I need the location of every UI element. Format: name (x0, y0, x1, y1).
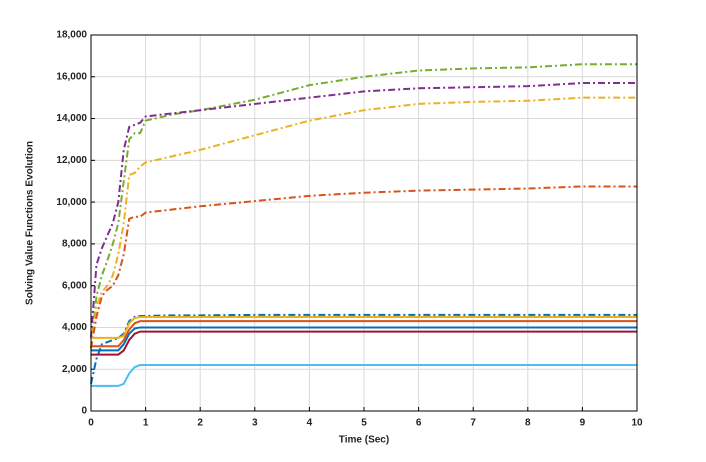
series-line (90, 96, 637, 349)
series-line (91, 326, 637, 352)
y-tick-label: 6,000 (62, 280, 87, 291)
series-line (90, 82, 637, 338)
x-tick-label: 7 (470, 418, 476, 429)
y-tick-label: 16,000 (56, 71, 87, 82)
series-line (90, 185, 637, 349)
x-tick-label: 8 (525, 418, 531, 429)
x-tick-label: 1 (143, 418, 149, 429)
y-tick-label: 10,000 (56, 197, 87, 208)
x-axis-label: Time (Sec) (339, 435, 389, 446)
y-tick-label: 12,000 (56, 155, 87, 166)
series-line (90, 313, 637, 385)
y-tick-label: 8,000 (62, 239, 87, 250)
series-line (91, 316, 637, 339)
x-tick-label: 3 (252, 418, 258, 429)
x-tick-label: 9 (580, 418, 586, 429)
series-line (91, 330, 637, 356)
x-tick-label: 4 (307, 418, 313, 429)
x-tick-label: 5 (361, 418, 367, 429)
x-tick-label: 6 (416, 418, 422, 429)
x-tick-label: 0 (88, 418, 94, 429)
plot-frame (90, 34, 638, 412)
y-tick-label: 0 (81, 406, 87, 417)
series-line (91, 320, 637, 348)
x-tick-label: 2 (197, 418, 203, 429)
y-tick-label: 2,000 (62, 364, 87, 375)
series-line (90, 63, 637, 349)
series-line (91, 364, 637, 387)
y-tick-label: 14,000 (56, 113, 87, 124)
y-tick-label: 18,000 (56, 30, 87, 41)
y-axis-label: Solving Value Functions Evolution (25, 141, 36, 305)
y-tick-label: 4,000 (62, 322, 87, 333)
x-tick-label: 10 (631, 418, 643, 429)
